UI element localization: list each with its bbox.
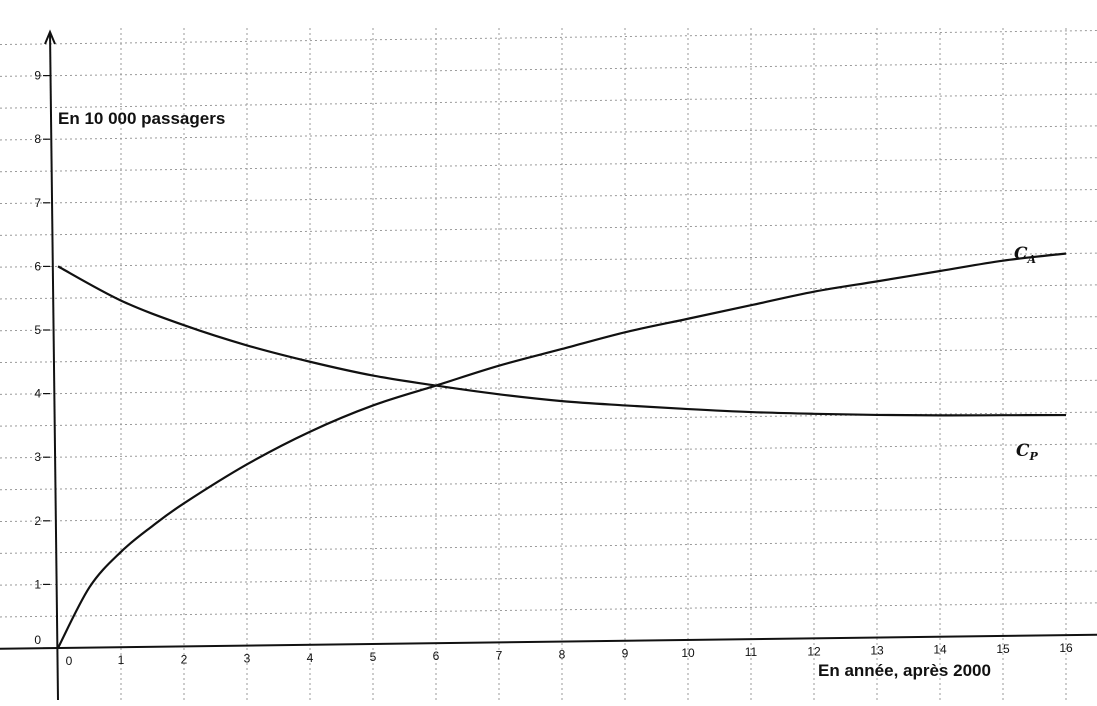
- series-label-ca-subscript: A: [1027, 253, 1037, 266]
- grid-line-horizontal: [0, 157, 1097, 173]
- y-axis-arrow: [44, 29, 56, 45]
- x-axis-line: [0, 633, 1097, 650]
- series-group: [57, 252, 1067, 649]
- x-tick-label: 0: [66, 654, 73, 668]
- series-line-cp: [57, 265, 1067, 417]
- y-tick-label: 2: [34, 514, 41, 528]
- grid-line-horizontal: [0, 602, 1097, 618]
- x-tick-label: 9: [622, 647, 629, 661]
- x-tick-label: 14: [933, 643, 947, 657]
- y-tick-label: 0: [34, 633, 41, 647]
- y-tick-label: 7: [34, 196, 41, 210]
- x-tick-label: 11: [745, 645, 758, 659]
- series-label-cp: CP: [1016, 441, 1039, 463]
- grid-line-horizontal: [0, 411, 1097, 427]
- grid-line-horizontal: [0, 284, 1097, 300]
- y-tick-label: 6: [34, 259, 41, 273]
- x-tick-label: 2: [181, 652, 188, 666]
- grid-line-horizontal: [0, 443, 1097, 459]
- grid-line-horizontal: [0, 475, 1097, 491]
- x-tick-label: 16: [1059, 641, 1073, 655]
- grid-line-horizontal: [0, 220, 1097, 236]
- grid-line-horizontal: [0, 379, 1097, 395]
- x-tick-label: 3: [244, 652, 251, 666]
- grid-line-horizontal: [0, 189, 1097, 205]
- x-axis-title: En année, après 2000: [818, 661, 991, 680]
- grid-line-horizontal: [0, 570, 1097, 586]
- grid: [0, 28, 1097, 700]
- y-tick-label: 3: [34, 450, 41, 464]
- x-tick-label: 12: [807, 644, 821, 658]
- series-line-ca: [57, 252, 1067, 649]
- x-tick-label: 15: [996, 642, 1010, 656]
- x-tick-label: 6: [433, 649, 440, 663]
- y-axis-line: [49, 31, 59, 701]
- y-tick-label: 9: [34, 69, 41, 83]
- y-axis-title: En 10 000 passagers: [58, 109, 225, 128]
- grid-line-horizontal: [0, 348, 1097, 364]
- series-label-ca: CA: [1014, 244, 1037, 266]
- grid-line-horizontal: [0, 125, 1097, 141]
- y-tick-label: 5: [34, 323, 41, 337]
- grid-line-horizontal: [0, 252, 1097, 268]
- x-tick-label: 8: [559, 648, 566, 662]
- x-tick-label: 7: [496, 648, 503, 662]
- y-tick-label: 1: [34, 577, 41, 591]
- x-tick-label: 5: [370, 650, 377, 664]
- x-tick-label: 1: [118, 653, 125, 667]
- grid-line-horizontal: [0, 30, 1097, 46]
- y-tick-label: 4: [34, 387, 41, 401]
- grid-line-horizontal: [0, 538, 1097, 554]
- x-tick-label: 4: [307, 651, 314, 665]
- series-label-cp-name: C: [1016, 441, 1030, 461]
- series-label-ca-name: C: [1014, 244, 1028, 264]
- y-tick-label: 8: [34, 132, 41, 146]
- grid-line-horizontal: [0, 93, 1097, 109]
- x-tick-label: 10: [681, 646, 695, 660]
- x-tick-label: 13: [870, 644, 884, 658]
- grid-line-horizontal: [0, 61, 1097, 77]
- axes: [0, 29, 1097, 701]
- grid-line-horizontal: [0, 507, 1097, 523]
- series-label-cp-subscript: P: [1029, 450, 1039, 463]
